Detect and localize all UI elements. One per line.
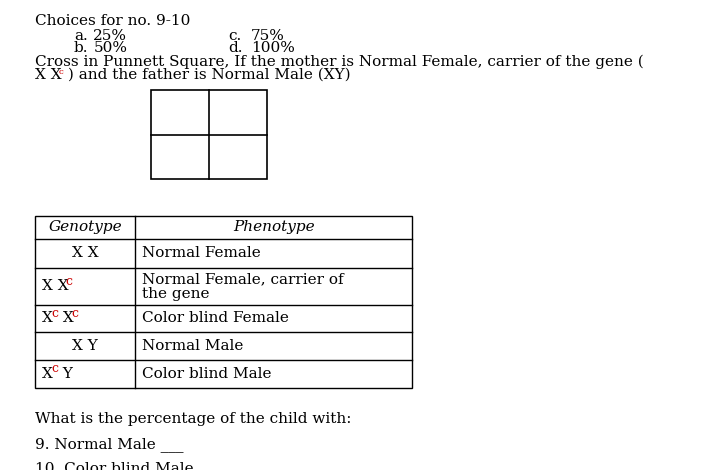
Bar — [151, 90, 268, 180]
Text: X: X — [42, 312, 53, 325]
Text: c: c — [51, 362, 59, 376]
Text: Color blind Female: Color blind Female — [142, 312, 288, 325]
Text: c: c — [72, 307, 79, 320]
Text: Cross in Punnett Square, If the mother is Normal Female, carrier of the gene (: Cross in Punnett Square, If the mother i… — [35, 55, 644, 70]
Text: X Y: X Y — [72, 339, 98, 353]
Text: 9. Normal Male ___: 9. Normal Male ___ — [35, 438, 184, 452]
Text: X X: X X — [35, 68, 62, 82]
Text: X: X — [42, 367, 53, 381]
Text: Color blind Male: Color blind Male — [142, 367, 271, 381]
Text: d.: d. — [228, 41, 243, 55]
Text: X X: X X — [42, 279, 69, 293]
Text: the gene: the gene — [142, 287, 209, 301]
Text: c: c — [66, 275, 72, 288]
Text: a.: a. — [74, 29, 87, 43]
Text: ) and the father is Normal Male (XY): ) and the father is Normal Male (XY) — [64, 68, 351, 82]
Text: 50%: 50% — [93, 41, 127, 55]
Text: What is the percentage of the child with:: What is the percentage of the child with… — [35, 412, 352, 426]
Text: Choices for no. 9-10: Choices for no. 9-10 — [35, 14, 191, 28]
Text: 10. Color blind Male____: 10. Color blind Male____ — [35, 461, 225, 470]
Text: 100%: 100% — [251, 41, 295, 55]
Text: Normal Female, carrier of: Normal Female, carrier of — [142, 272, 343, 286]
Text: Normal Male: Normal Male — [142, 339, 243, 353]
Text: Phenotype: Phenotype — [233, 220, 315, 235]
Bar — [35, 216, 412, 388]
Text: 25%: 25% — [93, 29, 127, 43]
Text: b.: b. — [74, 41, 88, 55]
Text: c: c — [51, 307, 59, 320]
Text: ᶜ: ᶜ — [59, 68, 64, 82]
Text: 75%: 75% — [251, 29, 285, 43]
Text: X: X — [58, 312, 74, 325]
Text: X X: X X — [72, 246, 98, 260]
Text: Normal Female: Normal Female — [142, 246, 260, 260]
Text: c.: c. — [228, 29, 241, 43]
Text: Y: Y — [58, 367, 72, 381]
Text: Genotype: Genotype — [48, 220, 122, 235]
